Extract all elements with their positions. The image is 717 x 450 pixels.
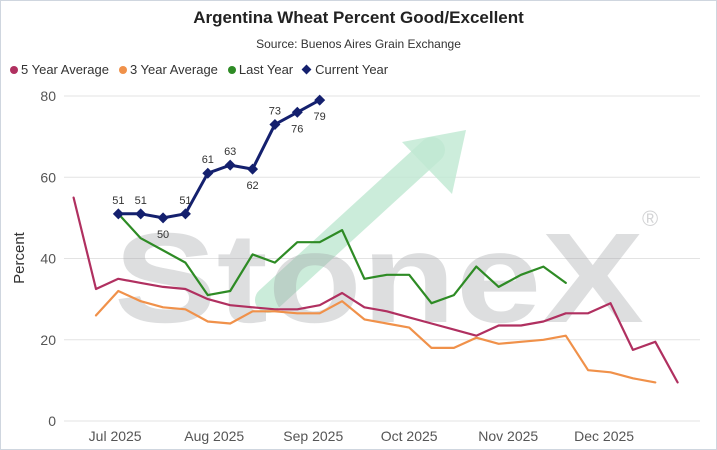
series-line-2 — [117, 212, 567, 305]
legend-item-3yr[interactable]: 3 Year Average — [118, 62, 218, 77]
series-marker-diamond — [202, 167, 214, 179]
chart-subtitle: Source: Buenos Aires Grain Exchange — [256, 37, 461, 51]
y-tick-label: 40 — [40, 251, 56, 267]
legend-label-last-year: Last Year — [238, 62, 294, 77]
series-marker-diamond — [112, 208, 124, 220]
x-tick-label: Nov 2025 — [478, 428, 538, 444]
watermark-logo-text: StoneX — [114, 207, 644, 350]
series-marker-diamond — [157, 212, 169, 224]
legend-marker-last-year — [227, 65, 236, 74]
y-tick-label: 0 — [48, 413, 56, 429]
legend-marker-3yr — [118, 65, 127, 74]
series-marker-diamond — [179, 208, 191, 220]
data-label: 51 — [179, 195, 191, 207]
x-tick-label: Dec 2025 — [574, 428, 634, 444]
legend-label-current-year: Current Year — [315, 62, 389, 77]
data-label: 76 — [291, 123, 303, 135]
x-tick-label: Jul 2025 — [89, 428, 142, 444]
series-marker-diamond — [135, 208, 147, 220]
series-marker-diamond — [291, 106, 303, 118]
y-tick-label: 80 — [40, 88, 56, 104]
data-label: 51 — [112, 195, 124, 207]
data-label: 73 — [269, 105, 281, 117]
data-label: 79 — [314, 111, 326, 123]
y-tick-label: 60 — [40, 169, 56, 185]
chart-legend: 5 Year Average 3 Year Average Last Year … — [10, 62, 388, 77]
x-tick-label: Oct 2025 — [381, 428, 438, 444]
series-line-0 — [72, 196, 679, 384]
y-tick-label: 20 — [40, 332, 56, 348]
watermark-registered-mark: ® — [642, 206, 658, 231]
x-tick-label: Sep 2025 — [283, 428, 343, 444]
watermark-arrow — [255, 137, 445, 313]
legend-item-current-year[interactable]: Current Year — [301, 62, 389, 77]
series-line-3 — [116, 98, 322, 220]
series-marker-diamond — [269, 118, 281, 130]
legend-item-last-year[interactable]: Last Year — [227, 62, 294, 77]
series-marker-diamond — [314, 94, 326, 106]
data-label: 62 — [246, 180, 258, 192]
legend-label-3yr: 3 Year Average — [129, 62, 218, 77]
watermark-arrowhead — [402, 130, 466, 194]
legend-label-5yr: 5 Year Average — [21, 62, 109, 77]
data-label: 63 — [224, 146, 236, 158]
series-line-1 — [94, 289, 657, 384]
data-label: 51 — [135, 195, 147, 207]
legend-marker-5yr — [10, 65, 18, 74]
data-label: 50 — [157, 229, 169, 241]
legend-item-5yr[interactable]: 5 Year Average — [10, 62, 109, 77]
series-marker-diamond — [224, 159, 236, 171]
series-marker-diamond — [247, 163, 259, 175]
data-label: 61 — [202, 154, 214, 166]
y-axis-title: Percent — [11, 231, 28, 284]
chart-title: Argentina Wheat Percent Good/Excellent — [193, 8, 524, 27]
x-tick-label: Aug 2025 — [184, 428, 244, 444]
